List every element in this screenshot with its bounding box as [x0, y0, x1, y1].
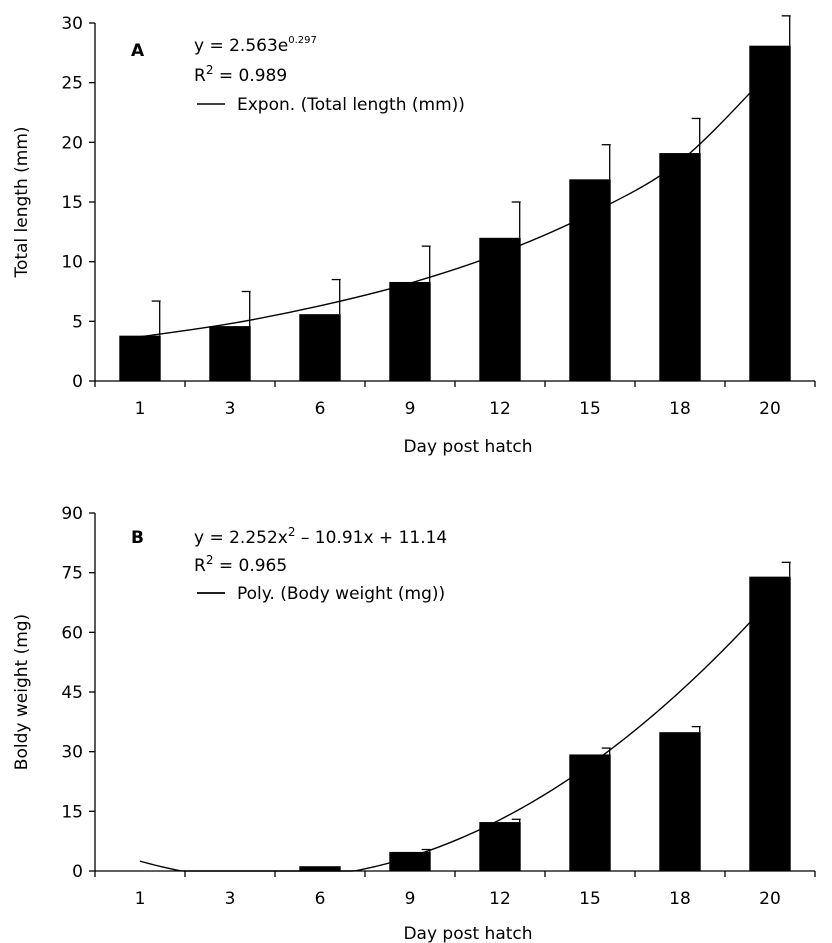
- panel-a-y-tick-label: 10: [61, 253, 83, 273]
- panel-a-bar: [659, 153, 701, 381]
- panel-a-y-title: Total length (mm): [12, 126, 32, 278]
- panel-b-x-title: Day post hatch: [403, 924, 532, 943]
- panel-a-y-tick-label: 0: [72, 372, 83, 392]
- panel-a-r-squared: R2 = 0.989: [194, 63, 287, 86]
- panel-b-bar: [479, 822, 521, 871]
- panel-a-equation-exponent: 0.297: [288, 35, 317, 46]
- panel-a-r2-label: R: [194, 66, 206, 86]
- panel-a-bar: [569, 179, 611, 381]
- panel-b-y-tick-label: 30: [61, 743, 83, 763]
- panel-b-equation-rest: – 10.91x + 11.14: [295, 528, 447, 548]
- panel-a-equation-main: y = 2.563e: [194, 36, 288, 56]
- panel-a-bar: [209, 326, 251, 381]
- panel-b-r-squared: R2 = 0.965: [194, 553, 287, 576]
- panel-a-x-tick-label: 18: [669, 399, 691, 419]
- panel-b-x-tick-label: 9: [405, 889, 416, 909]
- panel-a-bars: [119, 45, 791, 381]
- panel-b-x-tick-label: 6: [315, 889, 326, 909]
- panel-a-x-ticks: 1 3 6 9 12 15 18 20: [94, 381, 816, 419]
- panel-b-y-tick-label: 90: [61, 504, 83, 524]
- panel-a-error-bars: [151, 15, 791, 336]
- panel-a-label: A: [131, 41, 145, 61]
- panel-b-x-tick-label: 12: [489, 889, 511, 909]
- panel-a-y-ticks: 0 5 10 15 20 25 30: [61, 14, 95, 392]
- panel-b-x-ticks: 1 3 6 9 12 15 18 20: [94, 871, 816, 909]
- panel-b-bar: [299, 866, 341, 871]
- panel-a-y-tick-label: 30: [61, 14, 83, 34]
- panel-b-x-tick-label: 15: [579, 889, 601, 909]
- panel-b-bar: [749, 576, 791, 871]
- panel-a-x-tick-label: 12: [489, 399, 511, 419]
- panel-b-equation: y = 2.252x2 – 10.91x + 11.14: [194, 525, 447, 548]
- panel-a-bar: [299, 314, 341, 381]
- panel-b-equation-exponent: 2: [288, 525, 296, 539]
- panel-a-bar: [389, 281, 431, 381]
- panel-a-bar: [479, 237, 521, 381]
- panel-b-trendline: [139, 600, 771, 872]
- panel-b-bars: [299, 576, 791, 871]
- panel-a-x-tick-label: 1: [135, 399, 146, 419]
- panel-a-x-tick-label: 9: [405, 399, 416, 419]
- panel-b-bar: [569, 754, 611, 871]
- panel-a-r2-value: = 0.989: [213, 66, 287, 86]
- panel-a-x-tick-label: 6: [315, 399, 326, 419]
- panel-b-x-tick-label: 20: [759, 889, 781, 909]
- panel-a-y-tick-label: 25: [61, 74, 83, 94]
- panel-a-legend-label: Expon. (Total length (mm)): [237, 95, 465, 115]
- panel-b-error-bars: [421, 561, 791, 852]
- panel-a-equation: y = 2.563e0.297: [194, 35, 317, 56]
- panel-b-y-tick-label: 75: [61, 564, 83, 584]
- panel-a-y-tick-label: 5: [72, 312, 83, 332]
- panel-b-equation-main: y = 2.252x: [194, 528, 288, 548]
- panel-b-y-tick-label: 0: [72, 862, 83, 882]
- panel-a-bar: [749, 45, 791, 381]
- panel-b-bar: [659, 732, 701, 871]
- panel-b-bar: [389, 851, 431, 871]
- panel-a-trendline: [139, 71, 771, 338]
- panel-b-y-ticks: 0 15 30 45 60 75 90: [61, 504, 95, 882]
- panel-a-x-tick-label: 3: [225, 399, 236, 419]
- panel-a-x-tick-label: 20: [759, 399, 781, 419]
- panel-b-x-tick-label: 3: [225, 889, 236, 909]
- panel-b-y-tick-label: 15: [61, 802, 83, 822]
- panel-b-y-title: Boldy weight (mg): [12, 614, 32, 770]
- panel-a-r2-exp: 2: [206, 63, 214, 77]
- panel-b-r2-exp: 2: [206, 553, 214, 567]
- panel-b-x-tick-label: 1: [135, 889, 146, 909]
- panel-a-x-title: Day post hatch: [403, 437, 532, 457]
- panel-b-y-tick-label: 60: [61, 623, 83, 643]
- panel-b-label: B: [131, 528, 144, 548]
- panel-a-y-tick-label: 15: [61, 193, 83, 213]
- panel-a-bar: [119, 335, 161, 381]
- panel-b-r2-label: R: [194, 556, 206, 576]
- panel-a-chart: 0 5 10 15 20 25 30 1 3 6 9 12 15 18 20 A y = 2.563e0.…: [12, 14, 816, 457]
- panel-a-y-tick-label: 20: [61, 133, 83, 153]
- panel-b-y-tick-label: 45: [61, 683, 83, 703]
- panel-b-legend-label: Poly. (Body weight (mg)): [237, 584, 445, 604]
- panel-b-r2-value: = 0.965: [213, 556, 287, 576]
- panel-b-x-tick-label: 18: [669, 889, 691, 909]
- panel-a-x-tick-label: 15: [579, 399, 601, 419]
